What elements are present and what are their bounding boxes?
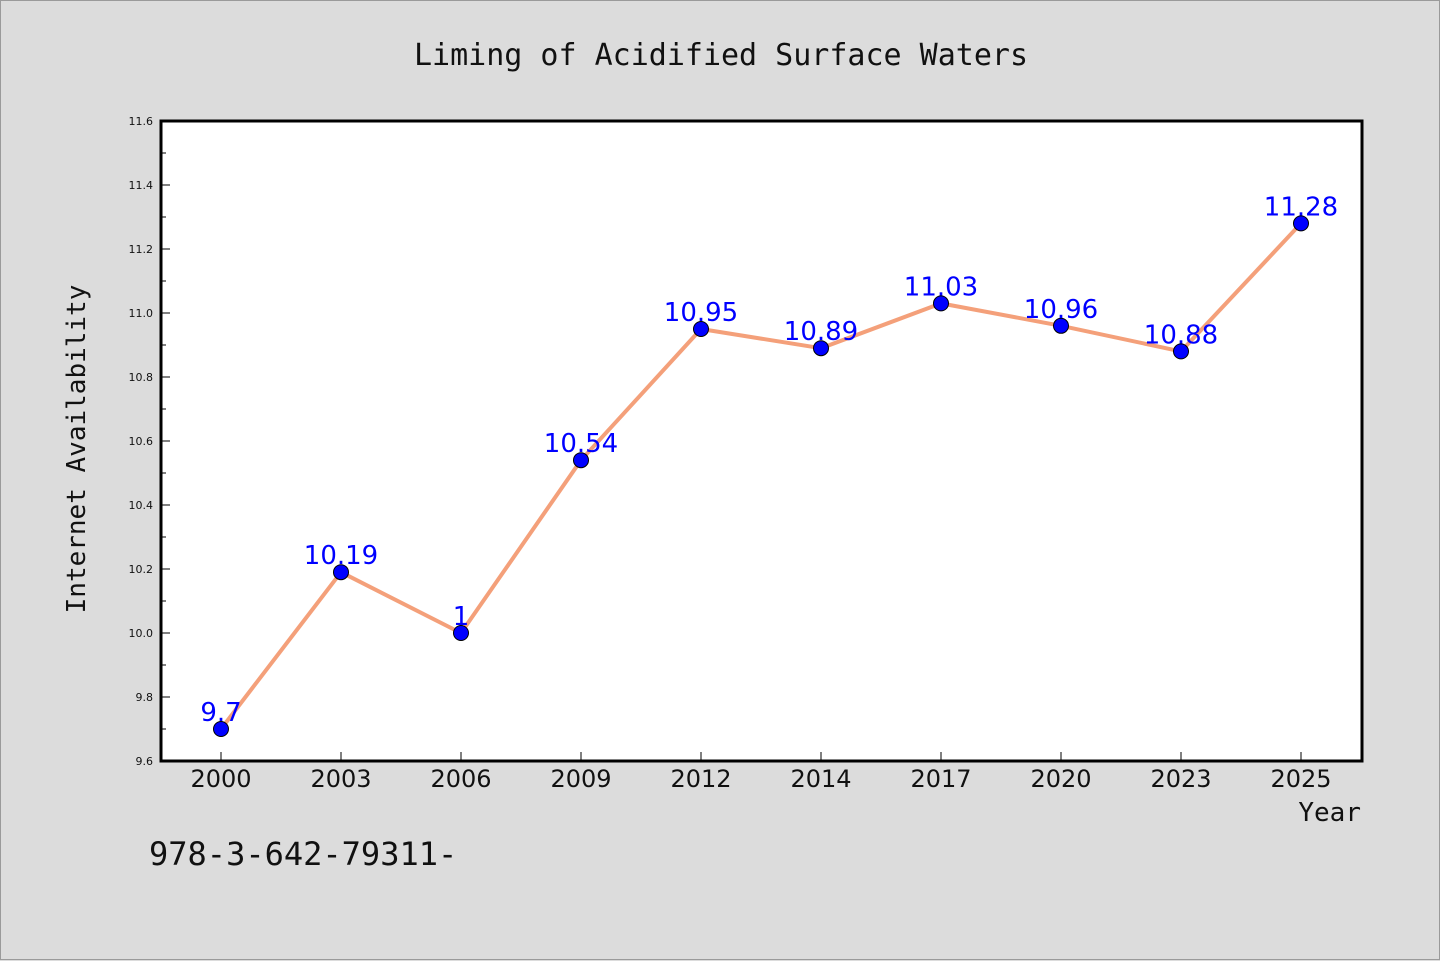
y-tick-label: 9.8 [136, 691, 154, 704]
data-label: 10.95 [664, 298, 738, 328]
x-axis: 2000 2003 2006 2009 2012 2014 2017 2020 2023 2025 [190, 752, 1332, 793]
x-axis-title: Year [1298, 798, 1361, 828]
data-label: 10.96 [1024, 295, 1098, 325]
data-point [933, 295, 949, 312]
series-layer: 9.7 10.19 1 10.54 10.95 10.89 11.03 10.96 10.88 1… [200, 192, 1338, 737]
y-tick-label: 9.6 [136, 755, 154, 768]
data-label: 11.28 [1264, 192, 1338, 222]
data-point [453, 625, 469, 641]
y-tick-label: 11.6 [129, 115, 154, 128]
y-tick-label: 11.0 [129, 307, 154, 320]
data-point [213, 721, 229, 737]
data-label: 10.19 [304, 541, 378, 571]
data-point [1053, 317, 1069, 334]
x-tick-label: 2017 [910, 765, 971, 793]
plot-area [159, 119, 1364, 763]
data-label: 1 [453, 602, 470, 632]
data-point [1293, 215, 1309, 232]
data-point [1173, 343, 1189, 360]
y-tick-label: 10.6 [129, 435, 154, 448]
chart-title: Liming of Acidified Surface Waters [414, 38, 1028, 73]
x-tick-label: 2020 [1030, 765, 1091, 793]
x-tick-label: 2000 [190, 765, 251, 793]
data-label: 11.03 [904, 272, 978, 302]
x-tick-label: 2003 [310, 765, 371, 793]
x-tick-label: 2014 [790, 765, 851, 793]
y-tick-label: 10.8 [129, 371, 154, 384]
series-line [219, 222, 1303, 731]
data-point [693, 321, 709, 337]
data-label: 10.89 [784, 317, 858, 347]
y-tick-label: 11.4 [129, 179, 154, 192]
y-tick-label: 10.4 [129, 499, 154, 512]
y-tick-label: 10.0 [129, 627, 154, 640]
x-tick-label: 2023 [1150, 765, 1211, 793]
data-point [333, 564, 349, 581]
data-point [573, 452, 589, 469]
x-tick-label: 2012 [670, 765, 731, 793]
y-axis: 9.6 9.8 10.0 10.2 10.4 10.6 10.8 11.0 11.2 11.4 11… [129, 115, 170, 768]
data-label: 10.88 [1144, 320, 1218, 350]
x-tick-label: 2009 [550, 765, 611, 793]
y-axis-title: Internet Availability [62, 285, 92, 614]
data-label: 9.7 [200, 698, 241, 728]
footer-note: 978-3-642-79311- [149, 835, 457, 873]
y-tick-label: 11.2 [129, 243, 154, 256]
x-tick-label: 2025 [1270, 765, 1331, 793]
data-label: 10.54 [544, 429, 618, 459]
y-tick-label: 10.2 [129, 563, 154, 576]
x-tick-label: 2006 [430, 765, 491, 793]
data-point [813, 340, 829, 357]
